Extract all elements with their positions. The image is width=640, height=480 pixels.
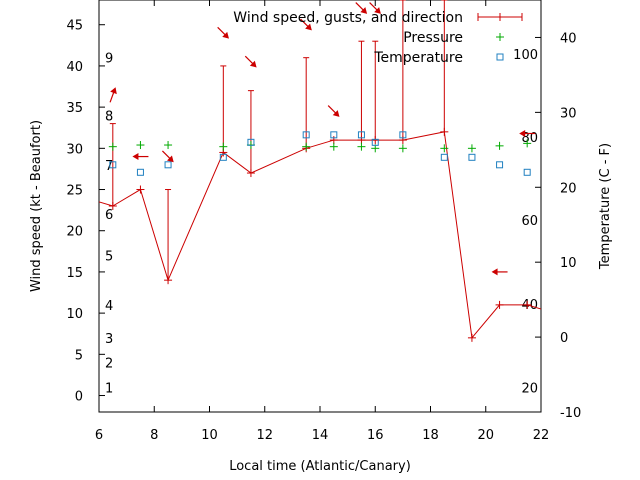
y-axis-ticks: 0 5 10 15 20 25 30 35 40 45 xyxy=(66,19,105,405)
temperature-point xyxy=(357,131,365,139)
fahrenheit-label: 100 xyxy=(513,48,538,63)
y-tick-label: 10 xyxy=(66,307,83,322)
wind-direction-arrows xyxy=(109,2,563,276)
legend-label-pressure: Pressure xyxy=(403,30,463,46)
plot-area xyxy=(98,0,542,413)
fahrenheit-label: 60 xyxy=(521,214,538,229)
beaufort-label: 5 xyxy=(105,249,113,264)
wind-series xyxy=(99,0,541,342)
y-tick-label: 30 xyxy=(66,142,83,157)
fahrenheit-label: 20 xyxy=(521,381,538,396)
temperature-point xyxy=(330,131,338,139)
wind-arrow xyxy=(132,153,149,161)
x-axis-ticks: 6 8 10 12 14 16 18 20 22 xyxy=(95,0,549,443)
wind-arrow-head xyxy=(222,31,229,39)
y-tick-label: 35 xyxy=(66,101,83,116)
wind-arrow xyxy=(244,55,257,68)
wind-arrow xyxy=(369,2,381,14)
wind-arrow-head xyxy=(167,155,174,163)
y-tick-label: 5 xyxy=(75,348,83,363)
y-tick-label: 40 xyxy=(66,60,83,75)
temperature-series xyxy=(109,131,531,176)
y2-tick-label: 20 xyxy=(560,181,577,196)
wind-arrow-head xyxy=(332,110,340,117)
wind-arrow xyxy=(519,129,536,137)
wind-arrow-head xyxy=(360,7,368,14)
beaufort-label: 2 xyxy=(105,357,113,372)
wind-arrow xyxy=(300,18,312,31)
x-tick-label: 16 xyxy=(367,428,384,443)
wind-arrow xyxy=(547,174,563,181)
beaufort-label: 7 xyxy=(105,159,113,174)
y-tick-label: 0 xyxy=(75,390,83,405)
y2-axis-ticks: -10 0 10 20 30 40 xyxy=(535,31,581,421)
y-tick-label: 20 xyxy=(66,225,83,240)
y2-tick-label: 30 xyxy=(560,106,577,121)
wind-arrow-head xyxy=(305,23,312,31)
y2-tick-label: 0 xyxy=(560,331,568,346)
temperature-point xyxy=(164,161,172,169)
temperature-point xyxy=(219,153,227,161)
wind-arrow-head xyxy=(110,87,117,95)
beaufort-labels: 1 2 3 4 5 6 7 8 9 xyxy=(105,52,113,397)
x-tick-label: 20 xyxy=(477,428,494,443)
x-tick-label: 8 xyxy=(150,428,158,443)
beaufort-label: 9 xyxy=(105,52,113,67)
beaufort-label: 1 xyxy=(105,381,113,396)
wind-arrow xyxy=(109,87,117,103)
wind-arrow-head xyxy=(547,174,553,181)
temperature-point xyxy=(371,138,379,146)
wind-arrow xyxy=(491,268,508,276)
legend: Wind speed, gusts, and direction Pressure… xyxy=(233,10,523,66)
beaufort-label: 3 xyxy=(105,332,113,347)
y-tick-label: 15 xyxy=(66,266,83,281)
wind-arrow-head xyxy=(374,7,381,14)
temperature-point xyxy=(399,131,407,139)
legend-label-wind: Wind speed, gusts, and direction xyxy=(233,10,463,26)
beaufort-label: 8 xyxy=(105,109,113,124)
wind-arrow-head xyxy=(132,153,139,161)
x-tick-label: 18 xyxy=(422,428,439,443)
y2-axis-label: Temperature (C - F) xyxy=(598,143,613,270)
x-tick-label: 6 xyxy=(95,428,103,443)
temperature-point xyxy=(496,161,504,169)
beaufort-label: 4 xyxy=(105,299,113,314)
wind-arrow xyxy=(161,150,174,163)
y-axis-label: Wind speed (kt - Beaufort) xyxy=(29,120,44,292)
temperature-point xyxy=(468,153,476,161)
temperature-point xyxy=(136,168,144,176)
y2-tick-label: -10 xyxy=(560,406,581,421)
y-tick-label: 45 xyxy=(66,19,83,34)
legend-label-temperature: Temperature xyxy=(373,50,463,66)
temperature-point xyxy=(523,168,531,176)
temperature-point xyxy=(302,131,310,139)
legend-swatch-temperature xyxy=(496,53,504,61)
temperature-point xyxy=(440,153,448,161)
fahrenheit-label: 80 xyxy=(521,131,538,146)
y2-tick-label: 40 xyxy=(560,31,577,46)
pressure-series xyxy=(108,139,532,153)
x-axis-label: Local time (Atlantic/Canary) xyxy=(229,459,411,474)
x-tick-label: 12 xyxy=(256,428,273,443)
x-tick-label: 22 xyxy=(533,428,550,443)
wind-arrow-head xyxy=(249,60,257,68)
temperature-point xyxy=(247,138,255,146)
wind-arrow xyxy=(217,26,229,39)
x-tick-label: 14 xyxy=(312,428,329,443)
wind-speed-line xyxy=(99,131,541,340)
wind-arrow xyxy=(327,105,340,117)
wind-arrow-head xyxy=(519,129,526,137)
temperature-point xyxy=(109,161,117,169)
y2-tick-label: 10 xyxy=(560,256,577,271)
y-tick-label: 25 xyxy=(66,184,83,199)
wind-arrow xyxy=(355,2,368,14)
wind-arrow-head xyxy=(491,268,498,276)
x-tick-label: 10 xyxy=(201,428,218,443)
beaufort-label: 6 xyxy=(105,208,113,223)
